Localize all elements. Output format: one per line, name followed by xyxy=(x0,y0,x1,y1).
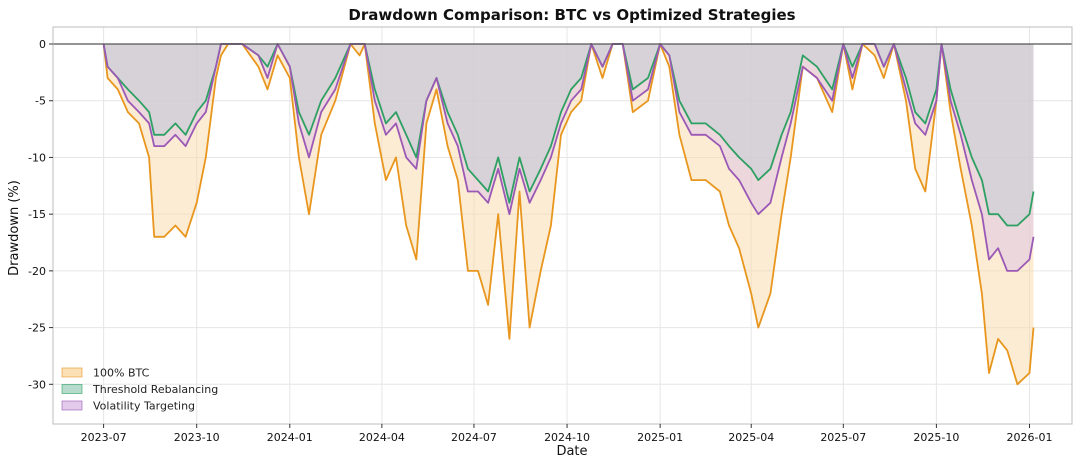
legend-swatch-threshold-rebalancing xyxy=(61,384,83,394)
legend-label-threshold-rebalancing: Threshold Rebalancing xyxy=(92,383,218,396)
y-tick-label: -30 xyxy=(28,378,46,391)
x-tick-label: 2025-01 xyxy=(637,431,683,444)
x-tick-label: 2025-07 xyxy=(820,431,866,444)
y-tick-label: -20 xyxy=(28,265,46,278)
y-tick-label: -25 xyxy=(28,322,46,335)
x-tick-label: 2024-10 xyxy=(544,431,590,444)
x-tick-label: 2025-10 xyxy=(913,431,959,444)
legend-swatch-100-btc xyxy=(61,367,83,378)
legend-label-volatility-targeting: Volatility Targeting xyxy=(93,400,195,413)
y-tick-label: 0 xyxy=(39,38,46,51)
x-tick-label: 2023-07 xyxy=(81,431,127,444)
legend-swatch-volatility-targeting xyxy=(61,400,83,411)
x-tick-label: 2024-07 xyxy=(451,431,497,444)
chart-title: Drawdown Comparison: BTC vs Optimized St… xyxy=(348,6,795,24)
y-tick-label: -5 xyxy=(35,95,46,108)
x-axis-ticks: 2023-07 2023-10 2024-01 2024-04 2024-07 2024-… xyxy=(81,424,1053,444)
x-tick-label: 2023-10 xyxy=(174,431,220,444)
x-axis-label: Date xyxy=(556,444,587,459)
x-tick-label: 2025-04 xyxy=(728,431,774,444)
area-volatility-targeting xyxy=(103,44,1034,271)
y-axis-label: Drawdown (%) xyxy=(7,180,22,276)
y-tick-label: -10 xyxy=(28,151,46,164)
y-axis-ticks: 0 -5 -10 -15 -20 -25 -30 xyxy=(28,38,53,391)
plot-frame xyxy=(52,26,1073,425)
area-layer xyxy=(103,44,1034,385)
x-tick-label: 2024-01 xyxy=(267,431,313,444)
x-tick-label: 2024-04 xyxy=(359,431,405,444)
x-tick-label: 2026-01 xyxy=(1007,431,1053,444)
legend-label-100-btc: 100% BTC xyxy=(93,367,150,380)
legend: 100% BTC Threshold Rebalancing Volatility … xyxy=(61,367,218,413)
y-tick-label: -15 xyxy=(28,208,46,221)
